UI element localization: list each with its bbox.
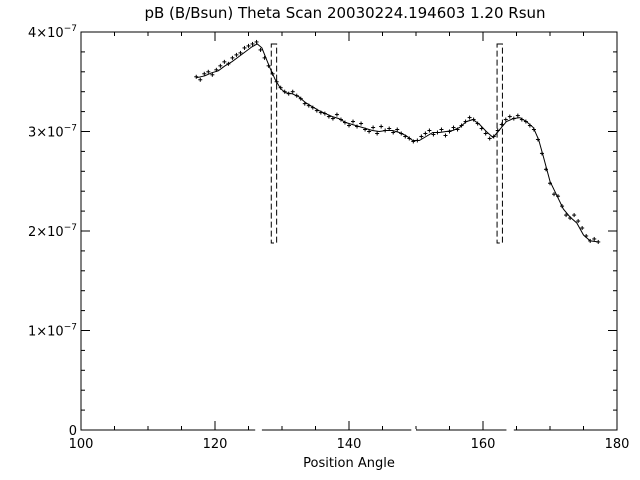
dashed-marker-box	[270, 43, 278, 244]
data-point	[375, 131, 380, 136]
data-point	[367, 129, 372, 134]
data-point	[487, 136, 492, 141]
data-point	[246, 43, 251, 48]
data-point	[379, 124, 384, 129]
data-point	[371, 125, 376, 130]
data-point	[334, 112, 339, 117]
y-tick-label: 4×10−7	[28, 24, 77, 41]
data-point	[258, 47, 263, 52]
data-point	[254, 39, 259, 44]
data-point	[194, 74, 199, 79]
data-point	[250, 41, 255, 46]
x-axis-gap	[411, 429, 416, 432]
x-tick-label: 120	[203, 437, 228, 452]
y-tick-label: 3×10−7	[28, 124, 77, 141]
x-axis-gap	[506, 429, 514, 432]
data-point	[576, 219, 581, 224]
data-point	[427, 128, 432, 133]
data-point	[564, 213, 569, 218]
x-axis-label: Position Angle	[303, 456, 395, 471]
data-point	[290, 89, 295, 94]
data-point	[419, 134, 424, 139]
y-tick-exponent: −7	[64, 323, 77, 333]
data-point	[222, 59, 227, 64]
data-point	[431, 132, 436, 137]
data-point	[218, 63, 223, 68]
y-tick-label: 2×10−7	[28, 223, 77, 240]
data-point	[387, 126, 392, 131]
data-point	[234, 52, 239, 57]
data-point	[242, 45, 247, 50]
data-point	[552, 192, 557, 197]
data-point	[206, 69, 211, 74]
data-point	[572, 213, 577, 218]
data-point	[483, 131, 488, 136]
highlight-markers	[270, 43, 503, 244]
data-point	[351, 119, 356, 124]
data-point	[443, 133, 448, 138]
data-point	[467, 115, 472, 120]
plot-frame	[80, 31, 618, 431]
series-layer	[194, 39, 601, 244]
data-point	[395, 127, 400, 132]
x-axis: 100 120 140 160 180	[69, 32, 630, 452]
x-tick-label: 140	[337, 437, 362, 452]
data-point	[210, 72, 215, 77]
data-point	[592, 236, 597, 241]
y-axis: 0 1×10−7 2×10−7 3×10−7 4×10−7	[28, 24, 617, 439]
x-tick-label: 100	[69, 437, 94, 452]
chart-title: pB (B/Bsun) Theta Scan 20030224.194603 1…	[144, 4, 545, 22]
data-point	[580, 226, 585, 231]
data-point	[451, 125, 456, 130]
data-point	[230, 55, 235, 60]
x-tick-label: 180	[605, 437, 630, 452]
data-point	[503, 117, 508, 122]
data-point	[515, 113, 520, 118]
x-tick-label: 160	[471, 437, 496, 452]
x-axis-gap	[255, 429, 262, 432]
data-point	[499, 122, 504, 127]
data-point	[439, 127, 444, 132]
data-point	[347, 123, 351, 128]
dashed-marker-box	[496, 43, 503, 244]
data-point	[198, 77, 203, 82]
data-point	[359, 121, 364, 126]
data-point	[238, 50, 243, 55]
y-tick-label: 0	[69, 424, 77, 439]
data-point	[202, 71, 207, 76]
y-tick-exponent: −7	[64, 223, 77, 233]
y-tick-exponent: −7	[64, 24, 77, 34]
y-tick-exponent: −7	[64, 124, 77, 134]
data-point	[507, 114, 512, 119]
y-tick-label: 1×10−7	[28, 323, 77, 340]
data-point	[423, 131, 428, 136]
fit-line	[196, 43, 599, 243]
